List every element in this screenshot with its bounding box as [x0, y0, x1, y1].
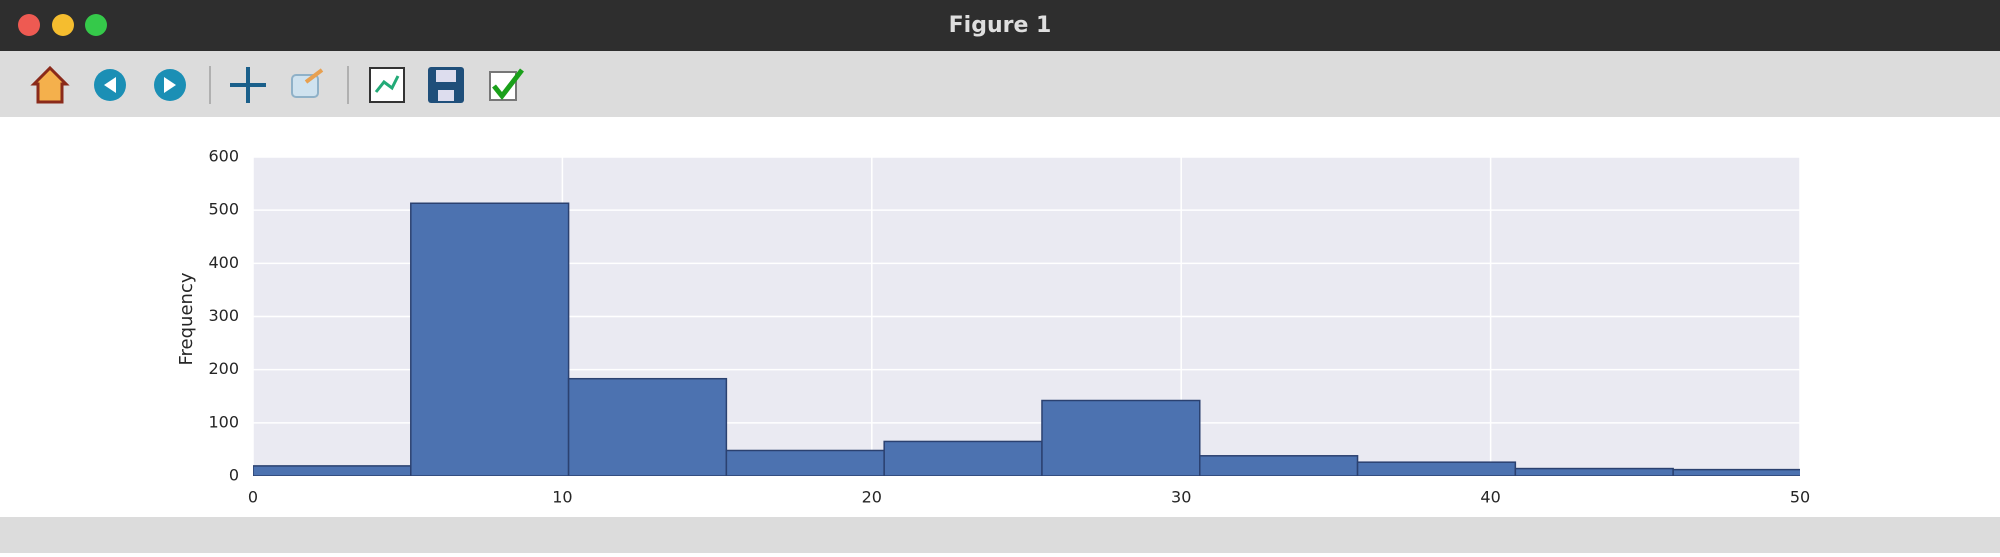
save-button[interactable] — [428, 67, 464, 103]
y-axis-label: Frequency — [176, 272, 197, 365]
forward-button[interactable] — [154, 69, 186, 101]
histogram-bar — [253, 465, 412, 476]
histogram-bar — [1514, 467, 1674, 476]
y-tick-label: 0 — [229, 466, 239, 485]
y-tick-label: 100 — [208, 412, 239, 431]
maximize-button[interactable] — [85, 14, 107, 36]
histogram-bar — [567, 377, 728, 476]
histogram-bar — [410, 202, 570, 476]
x-tick-label: 0 — [248, 488, 258, 507]
back-button[interactable] — [94, 69, 126, 101]
home-button[interactable] — [30, 65, 70, 104]
window-title: Figure 1 — [949, 13, 1052, 38]
status-bar — [0, 517, 2000, 553]
zoom-button[interactable] — [291, 68, 324, 98]
subplots-button[interactable] — [369, 67, 405, 103]
title-bar — [0, 0, 2000, 51]
x-tick-label: 10 — [552, 488, 572, 507]
histogram-bar — [725, 449, 885, 476]
y-tick-label: 600 — [208, 147, 239, 166]
pan-button[interactable] — [230, 67, 266, 103]
x-tick-label: 50 — [1790, 488, 1810, 507]
y-tick-label: 500 — [208, 200, 239, 219]
histogram-bar — [1356, 461, 1517, 476]
minimize-button[interactable] — [52, 14, 74, 36]
histogram-bar — [883, 440, 1043, 476]
y-tick-label: 200 — [208, 359, 239, 378]
histogram-bar — [1041, 399, 1201, 476]
edit-button[interactable] — [489, 68, 524, 101]
close-button[interactable] — [18, 14, 40, 36]
x-tick-label: 30 — [1171, 488, 1191, 507]
bars — [253, 202, 1800, 476]
toolbar — [0, 51, 2000, 117]
histogram-bar — [1672, 468, 1800, 476]
x-tick-label: 20 — [862, 488, 882, 507]
histogram-bar — [1199, 455, 1359, 476]
y-tick-label: 400 — [208, 253, 239, 272]
x-tick-label: 40 — [1480, 488, 1500, 507]
y-tick-label: 300 — [208, 306, 239, 325]
